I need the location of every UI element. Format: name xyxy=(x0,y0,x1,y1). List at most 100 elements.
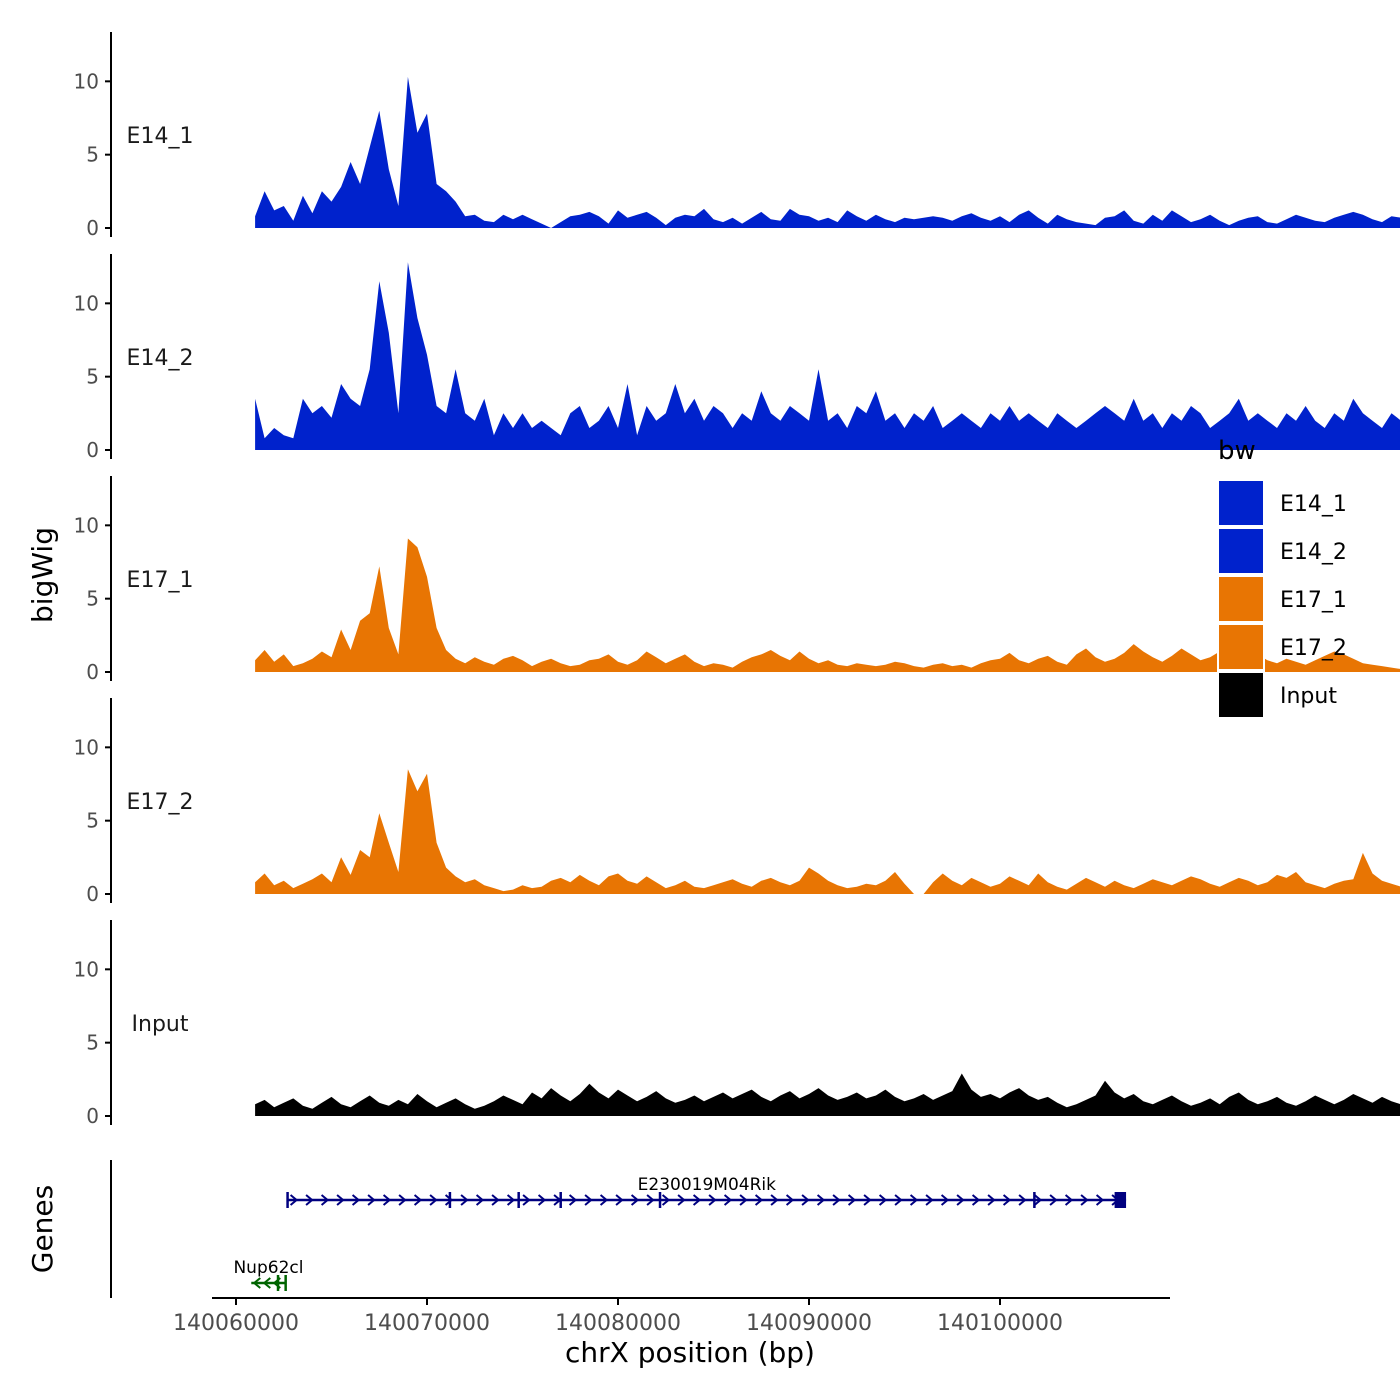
strand-chevron xyxy=(584,1194,593,1206)
y-tick-label: 10 xyxy=(74,735,99,759)
legend-title: bw xyxy=(1218,436,1256,466)
genes-track-title: Genes xyxy=(26,1185,59,1273)
gene-name-label: E230019M04Rik xyxy=(638,1175,776,1195)
strand-chevron xyxy=(971,1194,981,1206)
strand-chevron xyxy=(739,1194,748,1206)
track-E14_2: 0 5 10 E14_2 xyxy=(74,254,1400,462)
x-axis: 140060000 140070000 140080000 140090000 1401… xyxy=(173,1297,1170,1336)
strand-chevron xyxy=(754,1194,764,1206)
legend-label: E17_1 xyxy=(1280,588,1347,613)
strand-chevron xyxy=(832,1194,841,1206)
strand-chevron xyxy=(878,1194,888,1206)
y-tick-label: 5 xyxy=(86,365,99,389)
signal-area-E14_2 xyxy=(255,262,1400,450)
strand-chevron xyxy=(289,1194,299,1206)
strand-chevron xyxy=(723,1194,733,1206)
legend-swatch xyxy=(1217,575,1265,623)
signal-area-E17_2 xyxy=(255,769,1400,894)
strand-chevron xyxy=(262,1277,271,1289)
strand-chevron xyxy=(646,1194,655,1206)
strand-chevron xyxy=(1033,1194,1043,1206)
y-axis-title: bigWig xyxy=(26,527,59,623)
strand-chevron xyxy=(506,1194,516,1206)
y-tick-label: 10 xyxy=(74,291,99,315)
strand-chevron xyxy=(677,1194,686,1206)
y-tick-label: 10 xyxy=(74,69,99,93)
x-tick-label: 140070000 xyxy=(364,1311,490,1336)
strand-chevron xyxy=(909,1194,919,1206)
strand-chevron xyxy=(537,1194,547,1206)
strand-chevron xyxy=(305,1194,314,1206)
legend-swatch xyxy=(1217,671,1265,719)
strand-chevron xyxy=(491,1194,500,1206)
strand-chevron xyxy=(863,1194,872,1206)
track-label: E17_2 xyxy=(127,790,194,815)
strand-chevron xyxy=(708,1194,717,1206)
gene-Nup62cl: Nup62cl xyxy=(233,1258,303,1291)
strand-chevron xyxy=(925,1194,934,1206)
strand-chevron xyxy=(615,1194,624,1206)
y-tick-label: 0 xyxy=(86,216,99,240)
legend-label: Input xyxy=(1280,684,1337,709)
gene-track: E230019M04Rik Nup62cl xyxy=(110,1160,1127,1298)
strand-chevron xyxy=(940,1194,950,1206)
x-tick-label: 140060000 xyxy=(173,1311,299,1336)
strand-chevron xyxy=(661,1194,671,1206)
strand-chevron xyxy=(847,1194,857,1206)
strand-chevron xyxy=(413,1194,423,1206)
track-E14_1: 0 5 10 E14_1 xyxy=(74,32,1400,240)
track-label: E14_1 xyxy=(127,124,194,149)
strand-chevron xyxy=(429,1194,438,1206)
signal-area-E14_1 xyxy=(255,76,1400,228)
signal-area-Input xyxy=(255,1073,1400,1116)
track-label: E17_1 xyxy=(127,568,194,593)
track-E17_1: 0 5 10 E17_1 xyxy=(74,476,1400,684)
strand-chevron xyxy=(1095,1194,1105,1206)
strand-chevron xyxy=(398,1194,407,1206)
strand-chevron xyxy=(382,1194,392,1206)
gene-E230019M04Rik: E230019M04Rik xyxy=(286,1175,1127,1208)
strand-chevron xyxy=(320,1194,330,1206)
y-tick-label: 5 xyxy=(86,1031,99,1055)
strand-chevron xyxy=(460,1194,469,1206)
strand-chevron xyxy=(770,1194,779,1206)
strand-chevron xyxy=(351,1194,361,1206)
y-tick-label: 5 xyxy=(86,143,99,167)
x-tick-label: 140090000 xyxy=(746,1311,872,1336)
strand-chevron xyxy=(692,1194,702,1206)
legend-swatch xyxy=(1217,527,1265,575)
strand-chevron xyxy=(1018,1194,1027,1206)
y-tick-label: 5 xyxy=(86,809,99,833)
y-tick-label: 0 xyxy=(86,438,99,462)
track-label: Input xyxy=(132,1012,189,1037)
strand-chevron xyxy=(785,1194,795,1206)
strand-chevron xyxy=(568,1194,578,1206)
y-tick-label: 0 xyxy=(86,660,99,684)
strand-chevron xyxy=(956,1194,965,1206)
exon-block xyxy=(1114,1192,1127,1208)
signal-area-E17_1 xyxy=(255,538,1400,672)
strand-chevron xyxy=(630,1194,640,1206)
y-tick-label: 5 xyxy=(86,587,99,611)
track-E17_2: 0 5 10 E17_2 xyxy=(74,698,1400,906)
strand-chevron xyxy=(252,1277,261,1289)
strand-chevron xyxy=(475,1194,485,1206)
legend-label: E14_2 xyxy=(1280,540,1347,565)
y-tick-label: 0 xyxy=(86,1104,99,1128)
strand-chevron xyxy=(1002,1194,1012,1206)
strand-chevron xyxy=(336,1194,345,1206)
gene-name-label: Nup62cl xyxy=(233,1258,303,1278)
signal-tracks: 0 5 10 E14_1 0 5 10 E14_2 0 5 10 E17_1 0 5 10 E17_2 0 5 10… xyxy=(74,32,1400,1128)
legend: bw E14_1 E14_2 E17_1 E17_2 Input xyxy=(1217,436,1347,719)
strand-chevron xyxy=(1064,1194,1074,1206)
legend-swatch xyxy=(1217,479,1265,527)
track-label: E14_2 xyxy=(127,346,194,371)
strand-chevron xyxy=(599,1194,609,1206)
strand-chevron xyxy=(894,1194,903,1206)
legend-label: E14_1 xyxy=(1280,492,1347,517)
strand-chevron xyxy=(987,1194,996,1206)
legend-label: E17_2 xyxy=(1280,636,1347,661)
strand-chevron xyxy=(1080,1194,1089,1206)
legend-swatch xyxy=(1217,623,1265,671)
